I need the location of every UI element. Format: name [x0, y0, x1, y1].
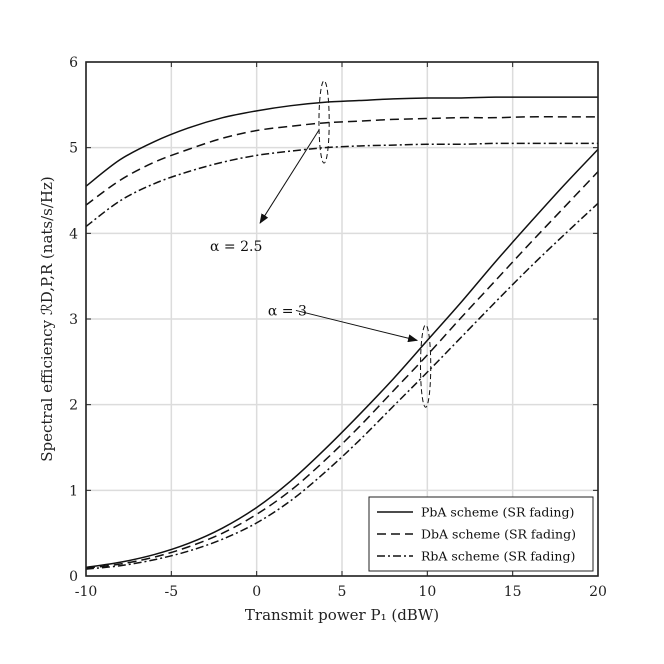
x-tick-label: -5: [165, 584, 179, 600]
x-tick-label: 15: [504, 584, 522, 600]
y-tick-label: 6: [69, 55, 78, 71]
x-tick-label: 10: [418, 584, 436, 600]
series-line: [85, 142, 598, 228]
y-tick-label: 2: [69, 398, 78, 414]
legend: PbA scheme (SR fading) DbA scheme (SR fad…: [368, 496, 594, 572]
legend-label: PbA scheme (SR fading): [421, 505, 574, 520]
series-line: [85, 202, 599, 570]
y-tick-label: 4: [69, 226, 78, 242]
y-tick-label: 1: [69, 483, 78, 499]
annotation-label: α = 2.5: [210, 239, 262, 255]
x-tick-label: -10: [75, 584, 98, 600]
x-axis-title: Transmit power P₁ (dBW): [245, 606, 439, 624]
series-line: [85, 96, 598, 187]
legend-label: RbA scheme (SR fading): [421, 549, 575, 564]
group-ellipse: [420, 324, 432, 408]
series-layer: [85, 96, 599, 570]
tick-layer: -10 -5 0 5 10 15 20 0 1 2 3 4 5 6: [69, 55, 607, 600]
annotation-layer: α = 2.5 α = 3: [210, 80, 432, 408]
annotation-arrow: [259, 129, 320, 224]
x-tick-label: 5: [338, 584, 347, 600]
group-ellipse: [318, 80, 330, 164]
series-line: [85, 171, 599, 570]
series-line: [85, 116, 598, 206]
x-tick-label: 0: [252, 584, 261, 600]
y-tick-label: 0: [69, 569, 78, 585]
y-axis-title: Spectral efficiency ℛD,P,R (nats/s/Hz): [38, 176, 56, 462]
annotation-arrow: [295, 309, 419, 343]
x-tick-label: 20: [589, 584, 607, 600]
series-line: [85, 148, 599, 569]
legend-label: DbA scheme (SR fading): [421, 527, 576, 542]
y-tick-label: 3: [69, 312, 78, 328]
annotation-label: α = 3: [268, 303, 307, 319]
y-tick-label: 5: [69, 141, 78, 157]
